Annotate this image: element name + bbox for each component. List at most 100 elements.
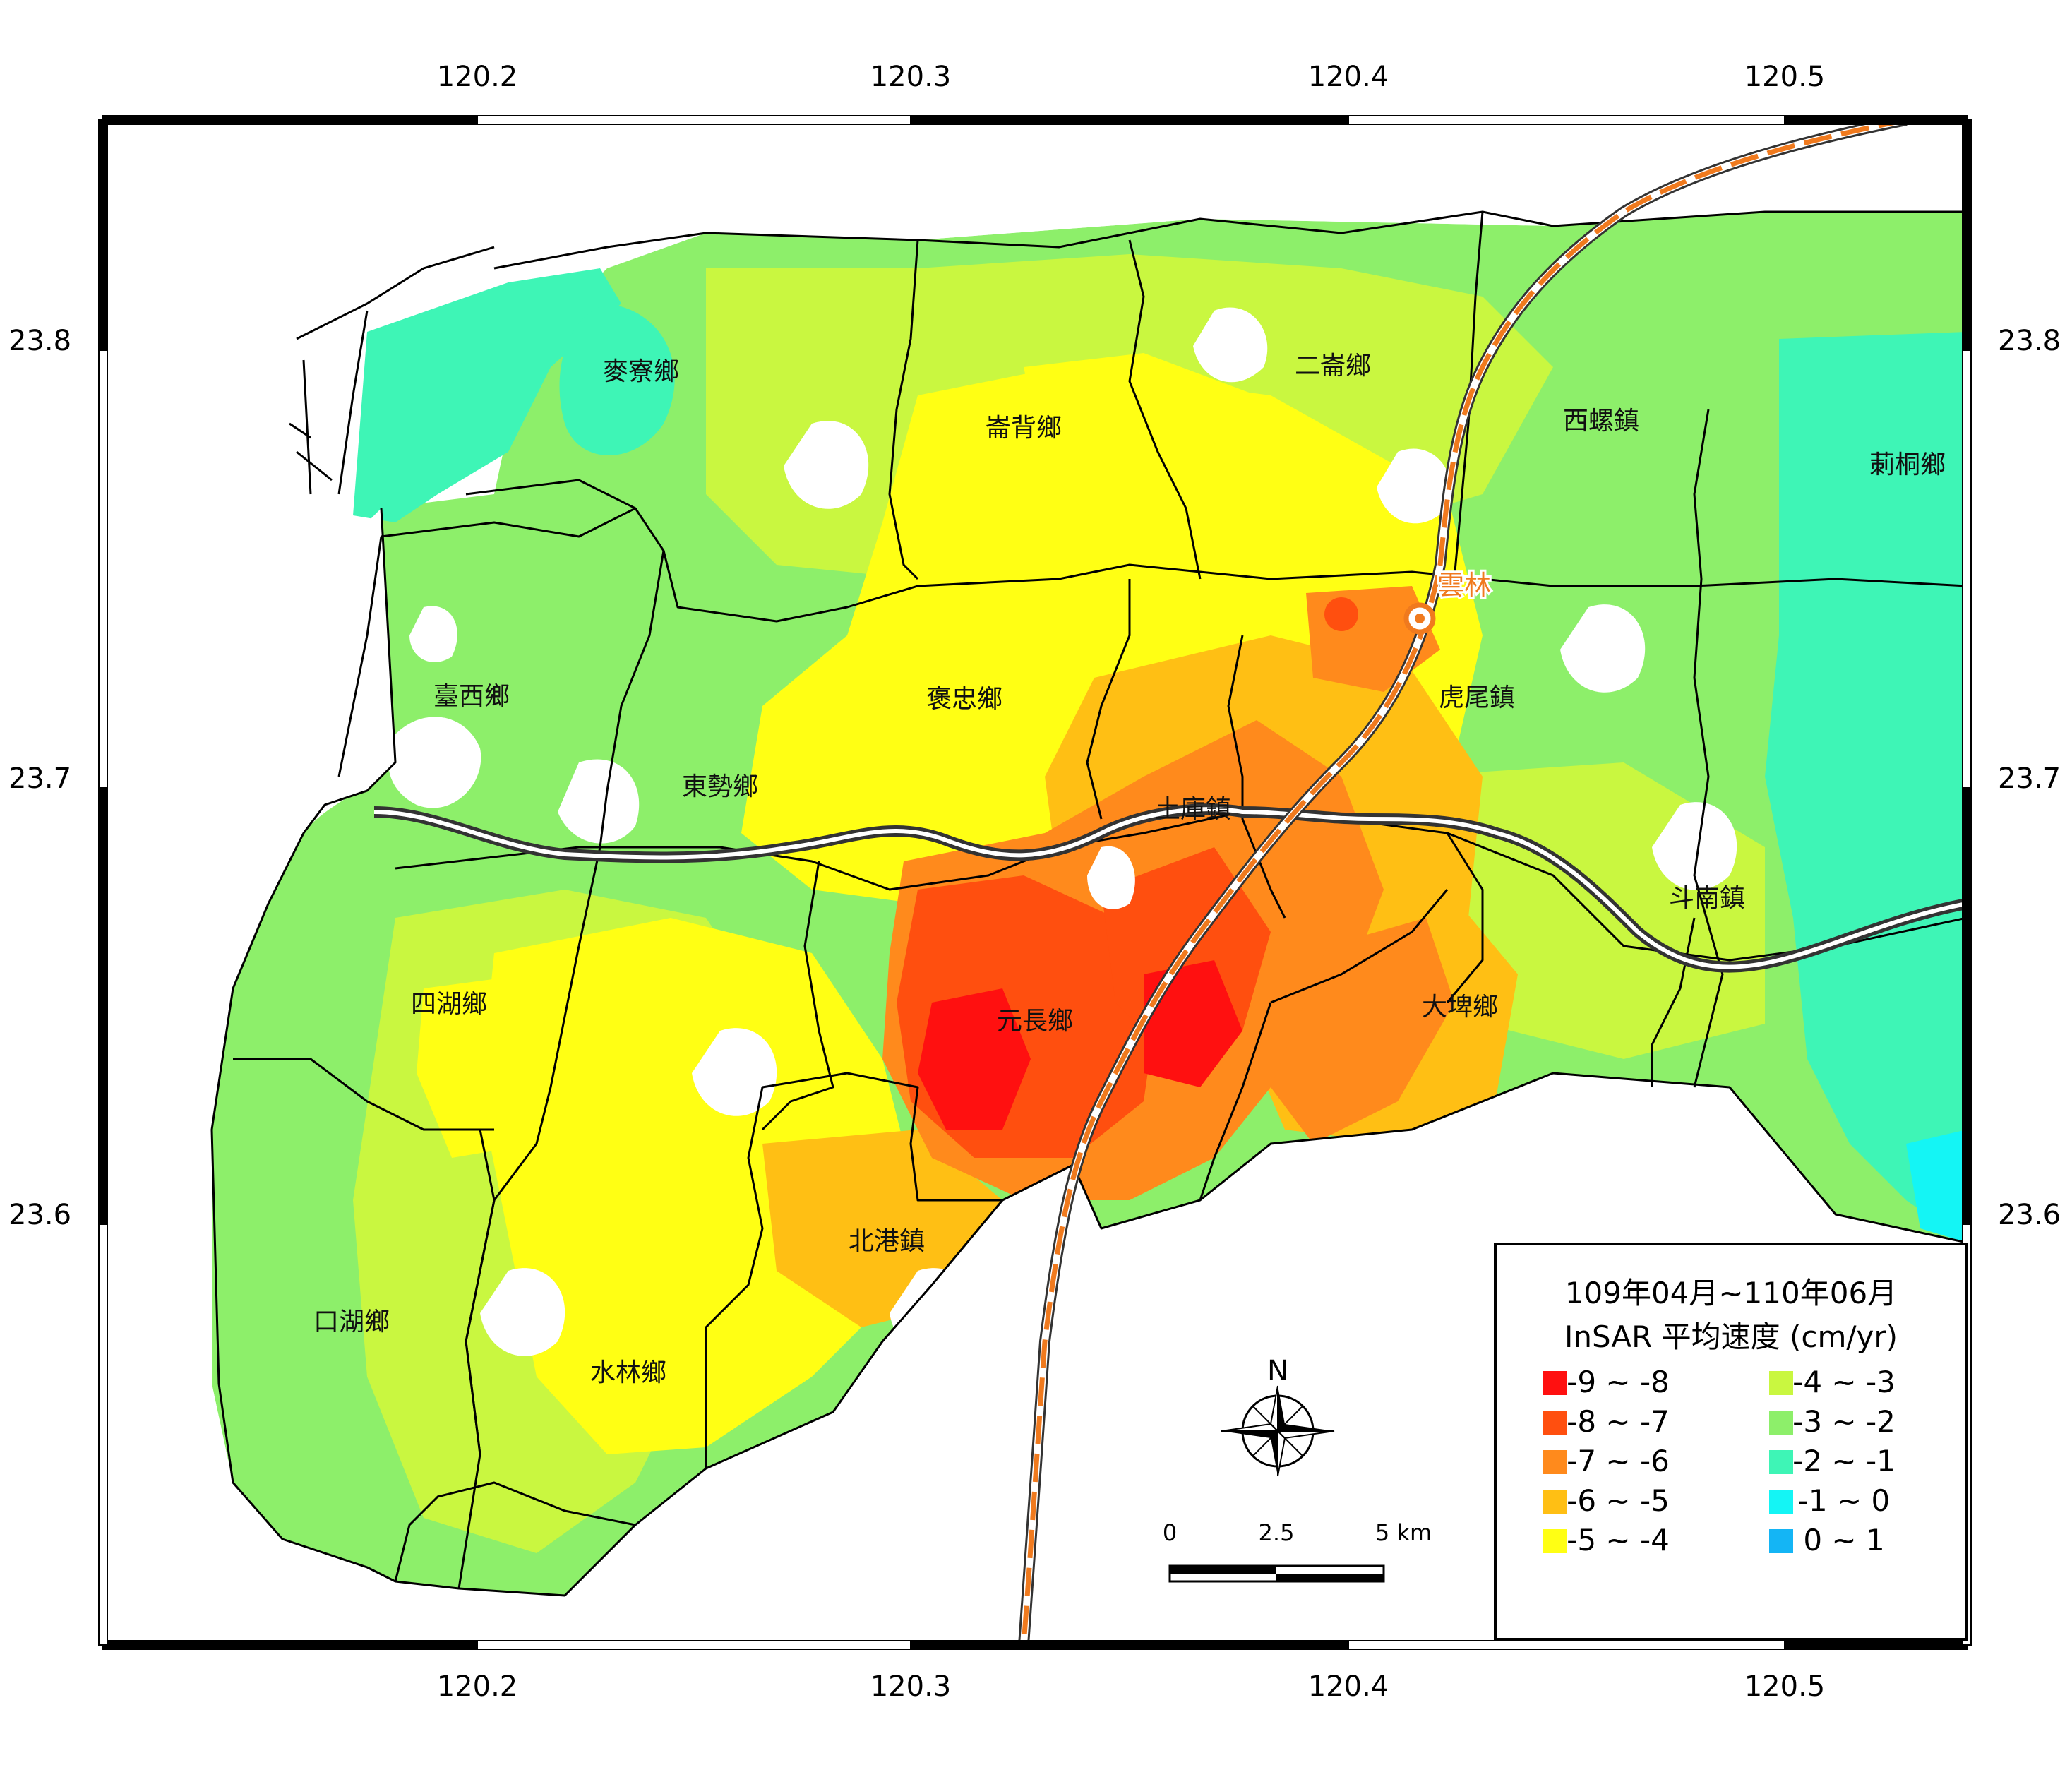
township-boundaries bbox=[210, 210, 1967, 1597]
north-label: N bbox=[1267, 1355, 1288, 1387]
legend-swatch bbox=[1543, 1371, 1567, 1395]
dounan-west bbox=[1446, 832, 1484, 1003]
frame-bar-bottom bbox=[910, 1640, 1349, 1650]
huwei-tuku bbox=[1227, 635, 1286, 919]
north-coast bbox=[493, 210, 1967, 270]
mailiao-south bbox=[465, 479, 1967, 623]
lon-label-bottom: 120.5 bbox=[1744, 1670, 1826, 1703]
legend-swatch bbox=[1769, 1490, 1793, 1514]
lon-label-bottom: 120.2 bbox=[437, 1670, 518, 1703]
core-red-east bbox=[1144, 960, 1242, 1087]
legend-label: -1 ~ 0 bbox=[1798, 1483, 1891, 1518]
town-label-xiluo: 西螺鎮 bbox=[1563, 407, 1639, 436]
dapi-west bbox=[1199, 1002, 1272, 1201]
county-outline bbox=[210, 508, 1967, 1597]
frame-bar-right bbox=[1962, 349, 1972, 789]
southern-yellow bbox=[480, 918, 918, 1454]
legend-title-line1: 109年04月~110年06月 bbox=[1565, 1276, 1897, 1310]
legend-box bbox=[1494, 1243, 1968, 1641]
scale-label-5km: 5 km bbox=[1375, 1519, 1432, 1546]
dounan-east bbox=[1651, 917, 1696, 1087]
legend-label: -2 ~ -1 bbox=[1792, 1444, 1896, 1478]
no-data-gaps bbox=[388, 307, 1737, 1356]
lat-label-right: 23.8 bbox=[1998, 325, 2061, 357]
frame-bar-top bbox=[102, 115, 478, 125]
legend-title-line2: InSAR 平均速度 (cm/yr) bbox=[1564, 1320, 1898, 1354]
legend-label: -8 ~ -7 bbox=[1567, 1404, 1670, 1439]
frame-bar-bottom bbox=[1784, 1640, 1968, 1650]
north-yellow-patch bbox=[417, 974, 565, 1158]
town-label-mailiao: 麥寮鄉 bbox=[603, 357, 679, 386]
lon-label-top: 120.5 bbox=[1744, 61, 1826, 93]
citong-deep-cyan bbox=[1906, 1130, 1967, 1243]
town-label-dapi: 大埤鄉 bbox=[1422, 993, 1498, 1022]
lon-label-bottom: 120.3 bbox=[870, 1670, 952, 1703]
legend-label: 0 ~ 1 bbox=[1803, 1523, 1884, 1557]
frame-bar-bottom bbox=[102, 1640, 478, 1650]
kouhu-north bbox=[233, 1058, 494, 1131]
lunbei-yellow bbox=[1024, 353, 1271, 537]
baozhong-east bbox=[1086, 579, 1131, 820]
freeway-78 bbox=[373, 803, 1967, 973]
lon-label-top: 120.4 bbox=[1308, 61, 1389, 93]
legend-swatch bbox=[1769, 1411, 1793, 1435]
frame-bar-top bbox=[1784, 115, 1968, 125]
taixi-north bbox=[381, 507, 636, 538]
lat-label-left: 23.8 bbox=[8, 325, 71, 357]
citong-cyan bbox=[1765, 332, 1967, 1243]
lat-label-left: 23.6 bbox=[8, 1199, 71, 1231]
taixi-west bbox=[337, 536, 383, 777]
legend-swatch bbox=[1543, 1411, 1567, 1435]
town-label-lunbei: 崙背鄉 bbox=[986, 414, 1062, 443]
frame-bar-left bbox=[98, 119, 108, 351]
mailiao-coast-cyan bbox=[353, 268, 621, 522]
lon-label-top: 120.2 bbox=[437, 61, 518, 93]
legend-swatch bbox=[1543, 1450, 1567, 1474]
beigang-west bbox=[705, 1087, 764, 1468]
legend-label: -4 ~ -3 bbox=[1792, 1365, 1896, 1399]
frame-bar-left bbox=[98, 787, 108, 1225]
legend-swatch bbox=[1769, 1450, 1793, 1474]
town-label-dounan: 斗南鎮 bbox=[1669, 884, 1745, 913]
yuanzhang-south bbox=[762, 1072, 1002, 1202]
lat-label-right: 23.6 bbox=[1998, 1199, 2061, 1231]
town-label-yuanzhang: 元長鄉 bbox=[997, 1007, 1073, 1036]
legend-label: -3 ~ -2 bbox=[1792, 1404, 1896, 1439]
dapi-orange bbox=[1271, 918, 1454, 1144]
frame-bar-top bbox=[910, 115, 1349, 125]
scale-bar: 0 2.5 5 km bbox=[1163, 1519, 1432, 1583]
town-label-huwei: 虎尾鎮 bbox=[1439, 683, 1515, 712]
town-label-sihu: 四湖鄉 bbox=[411, 990, 487, 1019]
legend-swatch bbox=[1543, 1490, 1567, 1514]
town-label-beigang: 北港鎮 bbox=[849, 1227, 925, 1256]
dapi-north bbox=[1270, 889, 1449, 1004]
town-label-tuku: 土庫鎮 bbox=[1155, 795, 1231, 824]
legend-label: -6 ~ -5 bbox=[1567, 1483, 1670, 1518]
frame-bar-left bbox=[98, 349, 108, 789]
frame-bar-right bbox=[1962, 787, 1972, 1225]
frame-bar-right bbox=[1962, 119, 1972, 351]
town-label-erlun: 二崙鄉 bbox=[1295, 352, 1371, 381]
legend: 109年04月~110年06月 InSAR 平均速度 (cm/yr) -9 ~ … bbox=[1494, 1243, 1968, 1641]
core-red-west bbox=[918, 988, 1031, 1130]
town-label-baozhong: 褒忠鄉 bbox=[926, 685, 1002, 714]
lon-label-top: 120.3 bbox=[870, 61, 952, 93]
lunbei-west bbox=[888, 239, 919, 580]
frame-bar-top bbox=[1348, 115, 1785, 125]
shuilin-south bbox=[394, 1481, 636, 1582]
town-label-dongshi: 東勢鄉 bbox=[682, 772, 758, 801]
mailiao-inland-cyan bbox=[559, 304, 675, 455]
scale-label-0: 0 bbox=[1163, 1519, 1177, 1546]
town-label-kouhu: 口湖鄉 bbox=[313, 1308, 390, 1336]
high-speed-rail-line bbox=[1018, 120, 1908, 1645]
lat-label-right: 23.7 bbox=[1998, 762, 2061, 795]
frame-bar-left bbox=[98, 1223, 108, 1646]
legend-label: -5 ~ -4 bbox=[1567, 1523, 1670, 1557]
harbor bbox=[289, 246, 495, 495]
mailiao-west bbox=[337, 310, 369, 495]
legend-label: -7 ~ -6 bbox=[1567, 1444, 1670, 1478]
huwei-red-spot bbox=[1324, 597, 1358, 631]
station-label: 雲林 bbox=[1437, 570, 1491, 601]
